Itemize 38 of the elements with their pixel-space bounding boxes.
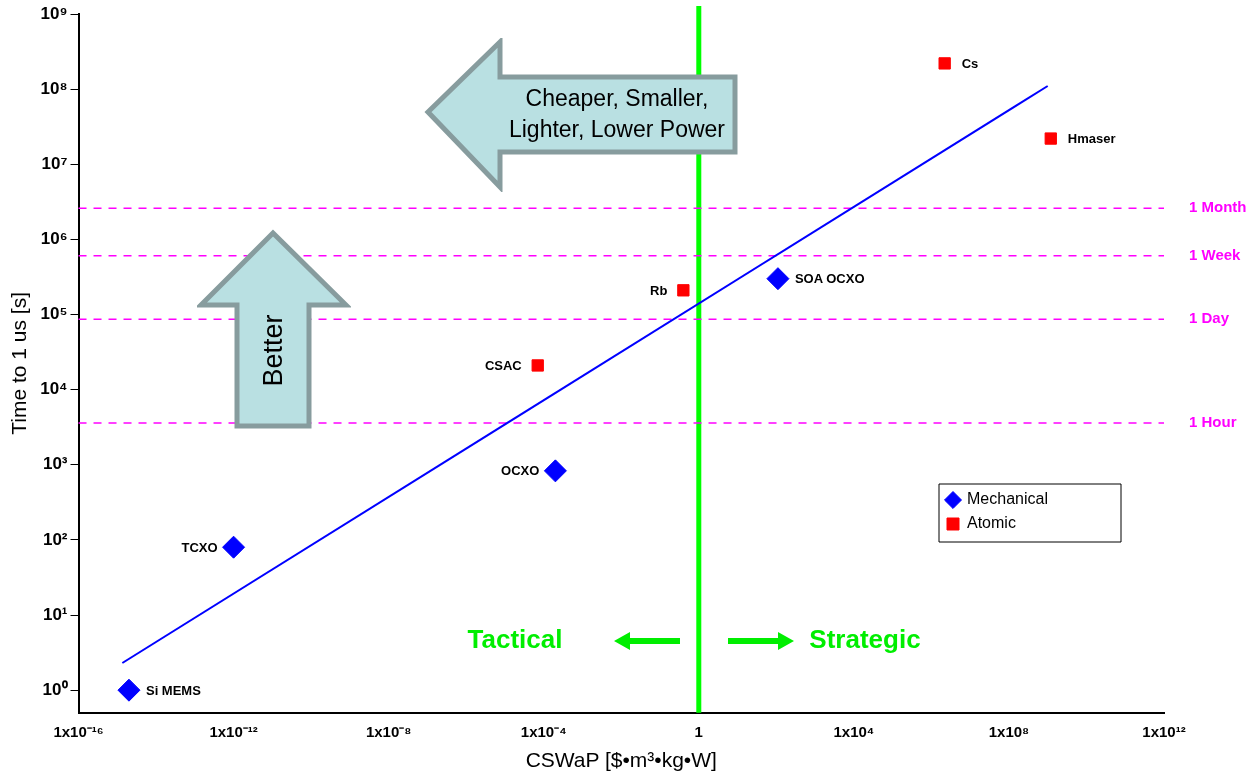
annotation: Si MEMS xyxy=(145,682,202,698)
x-tick-label: 1x10⁻¹² xyxy=(209,722,258,740)
x-tick-label: 1 xyxy=(694,722,703,740)
y-tick-label: 10⁹ xyxy=(40,3,68,23)
x-tick-label: 1x10⁻⁴ xyxy=(520,722,567,740)
y-tick-label: 10⁵ xyxy=(40,304,68,324)
x-tick-label: 1x10¹² xyxy=(1142,722,1186,740)
annotation: OCXO xyxy=(501,463,540,479)
annotation: TCXO xyxy=(181,539,218,555)
y-tick-label: 10⁸ xyxy=(40,78,68,98)
x-tick-label: 1x10⁻⁸ xyxy=(365,722,412,740)
ref-line-label: 1 Week xyxy=(1189,245,1242,263)
annotation: Tactical xyxy=(466,624,564,655)
annotation: Cheaper, Smaller, Lighter, Lower Power xyxy=(507,84,727,144)
ref-line-label: 1 Day xyxy=(1189,309,1230,327)
x-tick-label: 1x10⁻¹⁶ xyxy=(53,722,104,740)
y-tick-label: 10³ xyxy=(42,454,68,474)
annotation: Better xyxy=(257,313,289,389)
annotation: Rb xyxy=(650,282,668,298)
ref-line-label: 1 Hour xyxy=(1189,413,1237,431)
y-tick-label: 10⁷ xyxy=(41,153,68,173)
ref-line-label: 1 Month xyxy=(1189,198,1247,216)
annotation: Hmaser xyxy=(1067,131,1116,147)
x-axis-title: CSWaP [$•m³•kg•W] xyxy=(525,748,717,772)
y-tick-label: 10² xyxy=(42,529,68,549)
x-tick-label: 1x10⁸ xyxy=(988,722,1030,740)
legend-label: Mechanical xyxy=(967,490,1048,508)
legend-label: Atomic xyxy=(967,514,1016,532)
annotation: CSAC xyxy=(484,358,523,374)
y-tick-label: 10⁶ xyxy=(40,229,68,249)
y-axis-title: Time to 1 us [s] xyxy=(7,292,31,435)
annotation: SOA OCXO xyxy=(794,271,865,287)
y-tick-label: 10⁰ xyxy=(42,679,68,699)
y-tick-label: 10⁴ xyxy=(40,379,68,399)
annotation: Cs xyxy=(961,55,979,71)
annotation: Strategic xyxy=(808,624,922,655)
y-tick-label: 10¹ xyxy=(42,604,68,624)
x-tick-label: 1x10⁴ xyxy=(833,722,875,740)
